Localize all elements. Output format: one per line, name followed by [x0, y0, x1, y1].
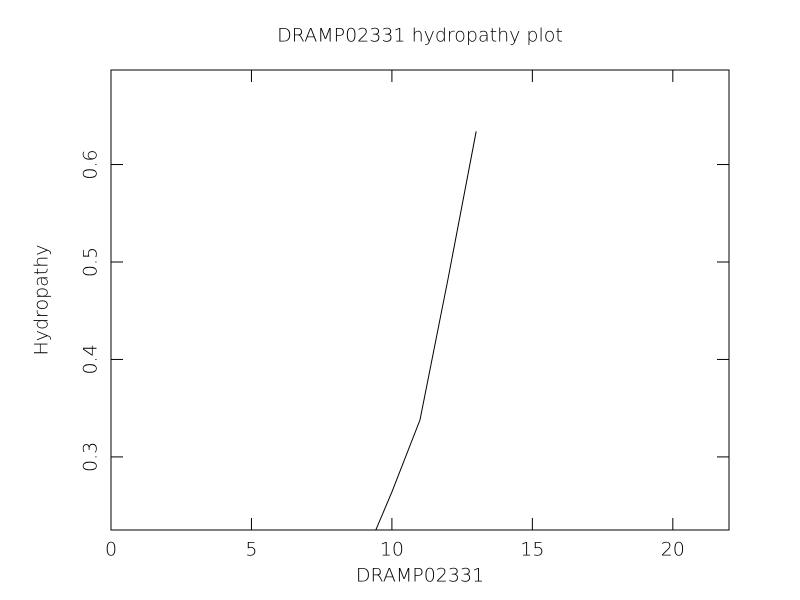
plot-area: [375, 131, 477, 530]
y-tick-label: 0.5: [80, 247, 102, 277]
x-tick-label: 15: [520, 539, 544, 561]
x-axis-label: DRAMP02331: [356, 565, 484, 587]
x-tick-label: 10: [380, 539, 404, 561]
y-tick-label: 0.6: [80, 149, 102, 179]
x-tick-label: 20: [661, 539, 685, 561]
x-tick-label: 0: [105, 539, 117, 561]
chart-title: DRAMP02331 hydropathy plot: [277, 25, 563, 47]
x-tick-label: 5: [245, 539, 257, 561]
plot-frame: [110, 69, 730, 531]
y-tick-label: 0.3: [80, 442, 102, 472]
y-axis-label: Hydropathy: [31, 244, 53, 355]
y-tick-label: 0.4: [80, 344, 102, 374]
data-line: [375, 131, 477, 530]
